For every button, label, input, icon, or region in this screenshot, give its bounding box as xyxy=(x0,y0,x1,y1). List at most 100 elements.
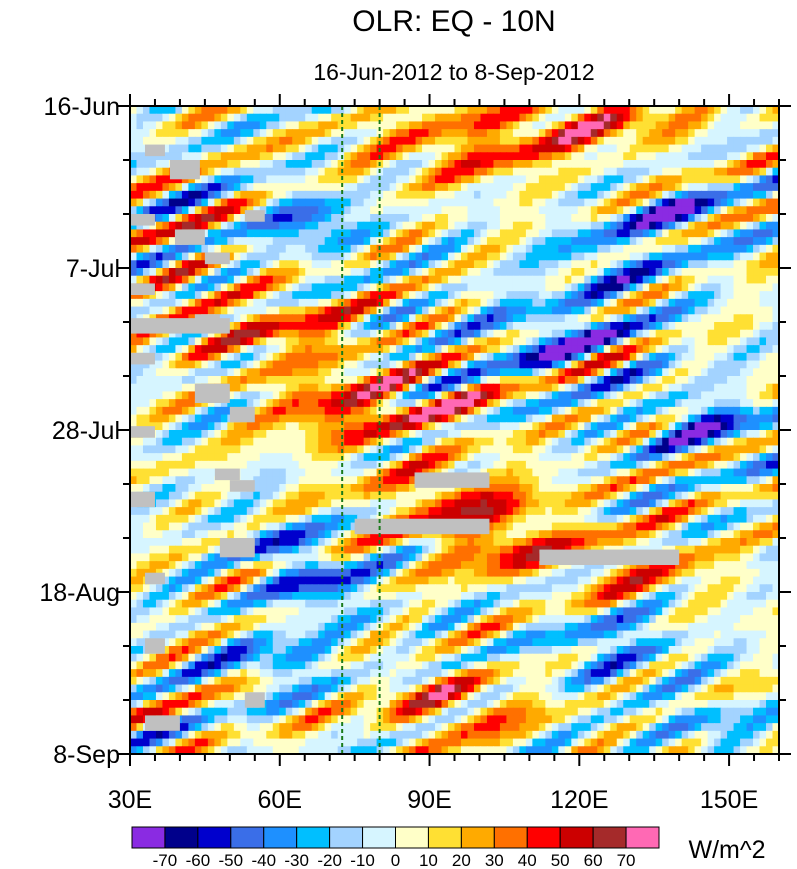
field-cell xyxy=(272,468,280,477)
field-cell xyxy=(337,106,345,115)
field-cell xyxy=(409,437,417,447)
field-cell xyxy=(636,391,644,400)
field-cell xyxy=(363,214,371,223)
field-cell xyxy=(435,190,443,200)
field-cell xyxy=(201,484,209,493)
field-cell xyxy=(623,314,631,323)
field-cell xyxy=(155,106,164,115)
field-cell xyxy=(610,144,618,153)
field-cell xyxy=(441,430,449,439)
field-cell xyxy=(623,136,631,146)
field-cell xyxy=(155,152,164,161)
field-cell xyxy=(499,121,508,130)
field-cell xyxy=(460,437,469,447)
field-cell xyxy=(681,214,689,223)
field-cell xyxy=(396,121,404,130)
field-cell xyxy=(597,468,605,477)
field-cell xyxy=(460,322,469,331)
field-cell xyxy=(259,237,267,246)
field-cell xyxy=(168,129,177,138)
field-cell xyxy=(298,460,306,470)
field-cell xyxy=(577,113,585,123)
field-cell xyxy=(214,329,222,339)
field-cell xyxy=(214,175,222,184)
field-cell xyxy=(383,291,391,300)
field-cell xyxy=(714,260,722,269)
field-cell xyxy=(727,152,735,161)
field-cell xyxy=(551,352,559,362)
field-cell xyxy=(155,129,164,138)
field-cell xyxy=(454,376,462,385)
field-cell xyxy=(155,422,164,431)
field-cell xyxy=(396,422,404,431)
field-cell xyxy=(772,260,779,269)
field-cell xyxy=(175,414,183,423)
field-cell xyxy=(486,237,495,246)
field-cell xyxy=(714,152,722,161)
field-cell xyxy=(532,476,540,485)
field-cell xyxy=(636,468,644,477)
field-cell xyxy=(311,260,319,269)
field-cell xyxy=(435,422,443,431)
field-cell xyxy=(746,453,754,462)
field-cell xyxy=(168,121,177,130)
field-cell xyxy=(370,198,378,207)
field-cell xyxy=(681,237,689,246)
field-cell xyxy=(194,337,202,346)
field-cell xyxy=(597,383,605,393)
field-cell xyxy=(350,329,358,339)
field-cell xyxy=(499,430,508,439)
field-cell xyxy=(246,283,254,292)
field-cell xyxy=(467,129,475,138)
field-cell xyxy=(662,252,670,261)
field-cell xyxy=(162,229,170,238)
field-cell xyxy=(473,190,482,200)
field-cell xyxy=(720,468,728,477)
field-cell xyxy=(766,183,774,192)
field-cell xyxy=(357,337,365,346)
field-cell xyxy=(188,345,196,354)
field-cell xyxy=(538,206,546,215)
field-cell xyxy=(409,175,417,184)
field-cell xyxy=(331,221,339,231)
field-cell xyxy=(402,252,410,261)
field-cell xyxy=(597,368,605,377)
field-cell xyxy=(441,106,449,115)
field-cell xyxy=(486,198,495,207)
field-cell xyxy=(584,476,592,485)
field-cell xyxy=(259,144,267,153)
field-cell xyxy=(311,129,319,138)
field-cell xyxy=(227,314,235,323)
field-cell xyxy=(506,476,514,485)
field-cell xyxy=(422,244,430,254)
field-cell xyxy=(337,414,345,423)
field-cell xyxy=(272,136,280,146)
field-cell xyxy=(564,291,572,300)
field-cell xyxy=(259,484,267,493)
field-cell xyxy=(727,291,735,300)
field-cell xyxy=(662,376,670,385)
field-cell xyxy=(402,206,410,215)
field-cell xyxy=(688,306,696,315)
field-cell xyxy=(688,445,696,454)
field-cell xyxy=(486,314,495,323)
field-cell xyxy=(577,476,585,485)
field-cell xyxy=(551,306,559,315)
field-cell xyxy=(233,430,241,439)
field-cell xyxy=(305,391,313,400)
field-cell xyxy=(538,360,546,369)
field-cell xyxy=(493,399,501,408)
field-cell xyxy=(681,484,689,493)
field-cell xyxy=(655,106,663,115)
field-cell xyxy=(480,237,488,246)
field-cell xyxy=(207,368,215,377)
field-cell xyxy=(415,306,423,315)
field-cell xyxy=(772,198,779,207)
field-cell xyxy=(415,121,423,130)
field-cell xyxy=(629,476,637,485)
field-cell xyxy=(467,283,475,292)
field-cell xyxy=(162,221,170,231)
field-cell xyxy=(448,144,456,153)
field-cell xyxy=(610,453,618,462)
field-cell xyxy=(142,106,151,115)
